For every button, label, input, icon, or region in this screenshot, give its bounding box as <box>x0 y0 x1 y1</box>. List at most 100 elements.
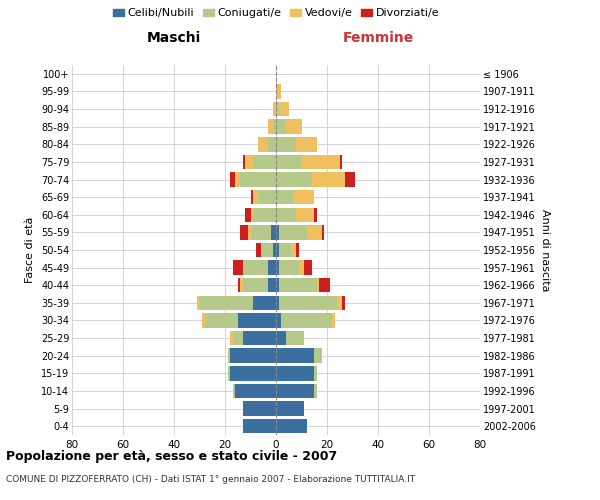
Bar <box>314 366 317 380</box>
Bar <box>253 208 276 222</box>
Text: Popolazione per età, sesso e stato civile - 2007: Popolazione per età, sesso e stato civil… <box>6 450 337 463</box>
Bar <box>271 225 276 240</box>
Text: Maschi: Maschi <box>147 31 201 45</box>
Bar <box>253 154 276 169</box>
Bar <box>278 102 289 117</box>
Bar <box>276 331 286 345</box>
Bar <box>276 120 286 134</box>
Bar <box>276 419 307 434</box>
Y-axis label: Fasce di età: Fasce di età <box>25 217 35 283</box>
Y-axis label: Anni di nascita: Anni di nascita <box>539 209 550 291</box>
Bar <box>276 314 281 328</box>
Bar <box>268 120 274 134</box>
Bar <box>296 137 317 152</box>
Bar <box>276 172 312 186</box>
Bar <box>268 260 276 275</box>
Bar <box>314 384 317 398</box>
Bar <box>256 243 260 257</box>
Bar <box>307 225 322 240</box>
Bar <box>276 366 314 380</box>
Bar <box>260 243 274 257</box>
Bar <box>312 172 345 186</box>
Bar <box>268 278 276 292</box>
Text: Femmine: Femmine <box>343 31 413 45</box>
Text: COMUNE DI PIZZOFERRATO (CH) - Dati ISTAT 1° gennaio 2007 - Elaborazione TUTTITAL: COMUNE DI PIZZOFERRATO (CH) - Dati ISTAT… <box>6 475 415 484</box>
Bar <box>227 348 230 363</box>
Bar <box>274 120 276 134</box>
Bar <box>235 384 276 398</box>
Bar <box>302 154 340 169</box>
Bar <box>238 278 240 292</box>
Bar <box>296 208 314 222</box>
Bar <box>314 208 317 222</box>
Bar <box>286 120 302 134</box>
Bar <box>345 172 355 186</box>
Bar <box>227 366 230 380</box>
Bar <box>253 296 276 310</box>
Bar <box>253 190 258 204</box>
Bar <box>304 260 312 275</box>
Bar <box>205 314 238 328</box>
Bar <box>276 278 278 292</box>
Bar <box>243 154 245 169</box>
Bar <box>278 260 299 275</box>
Bar <box>230 172 235 186</box>
Bar <box>243 419 276 434</box>
Bar <box>248 225 251 240</box>
Bar <box>281 314 332 328</box>
Bar <box>243 402 276 416</box>
Bar <box>245 208 251 222</box>
Bar <box>276 296 278 310</box>
Bar <box>243 278 268 292</box>
Bar <box>235 172 240 186</box>
Bar <box>197 296 199 310</box>
Bar <box>276 384 314 398</box>
Bar <box>296 243 299 257</box>
Bar <box>276 208 296 222</box>
Bar <box>251 190 253 204</box>
Bar <box>230 331 233 345</box>
Bar <box>317 278 319 292</box>
Bar <box>342 296 345 310</box>
Bar <box>276 243 278 257</box>
Bar <box>243 331 276 345</box>
Bar <box>278 278 317 292</box>
Bar <box>233 384 235 398</box>
Bar <box>299 260 304 275</box>
Bar <box>314 348 322 363</box>
Bar <box>276 260 278 275</box>
Bar <box>251 208 253 222</box>
Bar <box>276 102 278 117</box>
Bar <box>258 137 268 152</box>
Bar <box>286 331 304 345</box>
Bar <box>276 225 278 240</box>
Legend: Celibi/Nubili, Coniugati/e, Vedovi/e, Divorziati/e: Celibi/Nubili, Coniugati/e, Vedovi/e, Di… <box>108 4 444 23</box>
Bar <box>233 260 243 275</box>
Bar <box>230 348 276 363</box>
Bar <box>278 296 337 310</box>
Bar <box>230 366 276 380</box>
Bar <box>274 243 276 257</box>
Bar <box>276 137 296 152</box>
Bar <box>240 278 243 292</box>
Bar <box>332 314 335 328</box>
Bar <box>251 225 271 240</box>
Bar <box>340 154 342 169</box>
Bar <box>292 243 296 257</box>
Bar <box>276 402 304 416</box>
Bar <box>276 190 294 204</box>
Bar <box>337 296 342 310</box>
Bar <box>322 225 325 240</box>
Bar <box>274 102 276 117</box>
Bar <box>240 225 248 240</box>
Bar <box>278 243 292 257</box>
Bar <box>243 260 268 275</box>
Bar <box>294 190 314 204</box>
Bar <box>276 348 314 363</box>
Bar <box>319 278 329 292</box>
Bar <box>276 154 302 169</box>
Bar <box>199 296 253 310</box>
Bar <box>278 225 307 240</box>
Bar <box>245 154 253 169</box>
Bar <box>258 190 276 204</box>
